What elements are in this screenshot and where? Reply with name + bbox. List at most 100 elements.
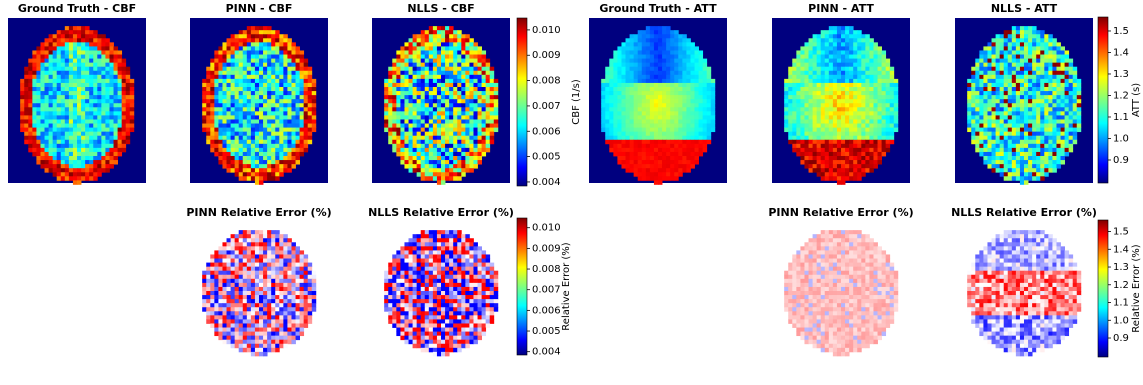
pixel [81, 46, 85, 50]
pixel [1065, 50, 1069, 54]
pixel [275, 152, 279, 156]
pixel [271, 124, 275, 128]
pixel [73, 156, 77, 160]
pixel [829, 176, 833, 180]
pixel [621, 71, 625, 75]
pixel [865, 144, 869, 148]
pixel [1040, 79, 1044, 83]
pixel [122, 71, 126, 75]
pixel [429, 156, 433, 160]
pixel [857, 128, 861, 132]
pixel [1065, 83, 1069, 87]
pixel [461, 34, 465, 38]
pixel [890, 128, 894, 132]
pixel [490, 71, 494, 75]
pixel [457, 46, 461, 50]
pixel [971, 71, 975, 75]
pixel [658, 87, 662, 91]
pixel [417, 34, 421, 38]
pixel [73, 128, 77, 132]
pixel [473, 156, 477, 160]
pixel [85, 67, 89, 71]
pixel [638, 111, 642, 115]
pixel [227, 99, 231, 103]
pixel [853, 87, 857, 91]
pixel [841, 26, 845, 30]
pixel [69, 140, 73, 144]
pixel [642, 136, 646, 140]
pixel [239, 156, 243, 160]
pixel [804, 119, 808, 123]
pixel [396, 71, 400, 75]
pixel [267, 124, 271, 128]
pixel [445, 42, 449, 46]
pixel [686, 119, 690, 123]
pixel [849, 75, 853, 79]
pixel [89, 87, 93, 91]
pixel [441, 30, 445, 34]
pixel [642, 38, 646, 42]
pixel [89, 99, 93, 103]
pixel [445, 136, 449, 140]
pixel [837, 160, 841, 164]
pixel [849, 176, 853, 180]
pixel [57, 50, 61, 54]
pixel [449, 46, 453, 50]
pixel [300, 63, 304, 67]
pixel [437, 168, 441, 172]
pixel [1040, 132, 1044, 136]
pixel [65, 95, 69, 99]
pixel [473, 124, 477, 128]
pixel [441, 148, 445, 152]
pixel [837, 115, 841, 119]
pixel [841, 107, 845, 111]
pixel [821, 152, 825, 156]
pixel [259, 168, 263, 172]
pixel [841, 115, 845, 119]
pixel [409, 148, 413, 152]
pixel [621, 156, 625, 160]
pixel [654, 160, 658, 164]
pixel [417, 115, 421, 119]
pixel [384, 91, 388, 95]
pixel [886, 140, 890, 144]
pixel [114, 128, 118, 132]
pixel [271, 103, 275, 107]
pixel [81, 99, 85, 103]
pixel [404, 83, 408, 87]
pixel [873, 119, 877, 123]
pixel [49, 148, 53, 152]
pixel [392, 140, 396, 144]
pixel [837, 67, 841, 71]
pixel [473, 50, 477, 54]
pixel [829, 119, 833, 123]
pixel [275, 160, 279, 164]
pixel [73, 38, 77, 42]
pixel [97, 115, 101, 119]
pixel [711, 83, 715, 87]
pixel [308, 107, 312, 111]
pixel [890, 87, 894, 91]
pixel [89, 152, 93, 156]
pixel [788, 71, 792, 75]
pixel [478, 132, 482, 136]
pixel [861, 63, 865, 67]
pixel [809, 148, 813, 152]
pixel [89, 111, 93, 115]
pixel [429, 176, 433, 180]
pixel [609, 107, 613, 111]
pixel [1077, 87, 1081, 91]
pixel [813, 38, 817, 42]
pixel [886, 119, 890, 123]
pixel [837, 140, 841, 144]
pixel [853, 132, 857, 136]
pixel [813, 156, 817, 160]
pixel [433, 83, 437, 87]
pixel [817, 46, 821, 50]
pixel [853, 111, 857, 115]
pixel [841, 63, 845, 67]
pixel [1073, 107, 1077, 111]
pixel [829, 124, 833, 128]
pixel [89, 119, 93, 123]
pixel [114, 67, 118, 71]
